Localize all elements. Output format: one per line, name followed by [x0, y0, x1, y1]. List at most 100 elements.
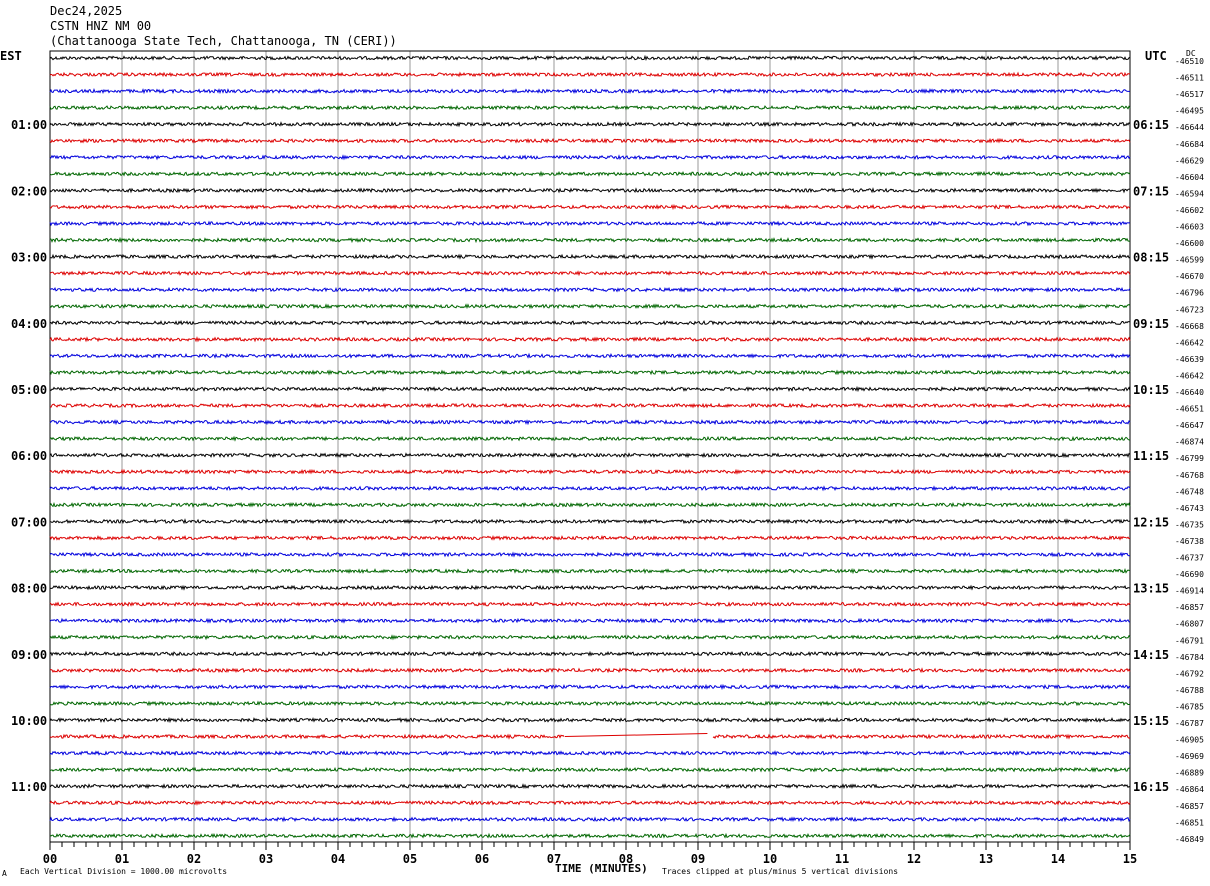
dc-offset-label: -46604 — [1175, 173, 1204, 182]
right-hour-label: 13:15 — [1133, 582, 1169, 596]
dc-offset-label: -46670 — [1175, 272, 1204, 281]
trace-line — [49, 385, 1131, 393]
trace-line — [49, 170, 1131, 177]
gap-connector-line — [564, 733, 708, 738]
dc-offset-label: -46796 — [1175, 289, 1204, 298]
trace-line — [49, 336, 1131, 343]
dc-offset-label: -46647 — [1175, 421, 1204, 430]
x-tick-label: 13 — [979, 852, 993, 866]
dc-offset-label: -46768 — [1175, 471, 1204, 480]
dc-offset-label: -46723 — [1175, 305, 1204, 314]
trace-line — [49, 799, 1131, 806]
trace-line — [49, 121, 1131, 128]
clip-note: Traces clipped at plus/minus 5 vertical … — [662, 867, 899, 876]
dc-offset-label: -46684 — [1175, 140, 1204, 149]
x-tick-label: 04 — [331, 852, 345, 866]
right-hour-label: 14:15 — [1133, 648, 1169, 662]
left-hour-label: 06:00 — [11, 449, 47, 463]
left-hour-label: 10:00 — [11, 714, 47, 728]
dc-offset-label: -46511 — [1175, 74, 1204, 83]
trace-line — [49, 203, 1131, 211]
dc-offset-label: -46651 — [1175, 405, 1204, 414]
trace-line — [50, 253, 1131, 260]
trace-line — [49, 501, 1131, 508]
trace-line — [49, 750, 1131, 757]
dc-offset-label: -46735 — [1175, 520, 1204, 529]
x-tick-label: 14 — [1051, 852, 1065, 866]
right-hour-label: 15:15 — [1133, 714, 1169, 728]
dc-offset-label: -46602 — [1175, 206, 1204, 215]
dc-offset-label: -46969 — [1175, 752, 1204, 761]
trace-line — [49, 816, 1131, 823]
dc-offset-label: -46792 — [1175, 669, 1204, 678]
dc-offset-label: -46737 — [1175, 554, 1204, 563]
header-station: CSTN HNZ NM 00 — [50, 19, 152, 33]
trace-line — [49, 534, 1131, 541]
trace-line — [49, 700, 1131, 707]
left-hour-label: 04:00 — [11, 317, 47, 331]
dc-offset-label: -46594 — [1175, 189, 1204, 198]
trace-line — [49, 518, 1131, 525]
x-tick-label: 05 — [403, 852, 417, 866]
dc-offset-label: -46668 — [1175, 322, 1204, 331]
right-timezone-label: UTC — [1145, 49, 1167, 63]
trace-line — [49, 650, 1131, 657]
left-hour-label: 03:00 — [11, 251, 47, 265]
trace-line — [49, 634, 1131, 641]
trace-line — [49, 452, 1131, 459]
dc-offset-label: -46864 — [1175, 785, 1204, 794]
trace-line — [49, 303, 1131, 310]
right-hour-label: 07:15 — [1133, 184, 1169, 198]
dc-offset-label: -46510 — [1175, 57, 1204, 66]
left-hour-label: 09:00 — [11, 648, 47, 662]
trace-line — [49, 468, 1131, 475]
header-date: Dec24,2025 — [50, 4, 123, 18]
dc-offset-label: -46799 — [1175, 454, 1204, 463]
trace-line — [49, 352, 1131, 360]
trace-line — [49, 187, 1130, 194]
dc-offset-label: -46743 — [1175, 504, 1204, 513]
right-hour-label: 09:15 — [1133, 317, 1169, 331]
trace-line — [49, 154, 1131, 161]
dc-offset-label: -46914 — [1175, 587, 1204, 596]
trace-line — [49, 716, 1131, 724]
x-tick-label: 15 — [1123, 852, 1137, 866]
plot-frame — [49, 50, 1131, 843]
x-tick-label: 06 — [475, 852, 489, 866]
trace-line — [49, 137, 1131, 144]
dc-offset-label: -46690 — [1175, 570, 1204, 579]
right-hour-label: 12:15 — [1133, 515, 1169, 529]
x-tick-label: 11 — [835, 852, 849, 866]
trace-line — [49, 220, 1131, 227]
dc-offset-label: -46849 — [1175, 835, 1204, 844]
dc-offset-label: -46874 — [1175, 438, 1204, 447]
trace-line — [49, 683, 1131, 691]
left-hour-label: 02:00 — [11, 184, 47, 198]
dc-offset-label: -46629 — [1175, 156, 1204, 165]
trace-line — [49, 617, 1131, 624]
x-tick-label: 00 — [43, 852, 57, 866]
trace-line — [49, 104, 1131, 111]
trace-line — [49, 236, 1131, 244]
left-hour-label: 01:00 — [11, 118, 47, 132]
trace-line — [49, 435, 1131, 442]
dc-offset-label: -46517 — [1175, 90, 1204, 99]
left-hour-label: 08:00 — [11, 582, 47, 596]
right-hour-label: 10:15 — [1133, 383, 1169, 397]
dc-label: DC — [1186, 49, 1196, 58]
dc-offset-label: -46642 — [1175, 371, 1204, 380]
trace-line — [49, 485, 1131, 492]
trace-line — [49, 766, 1131, 773]
left-hour-label: 07:00 — [11, 515, 47, 529]
left-hour-label: 11:00 — [11, 780, 47, 794]
dc-offset-label: -46787 — [1175, 719, 1204, 728]
right-hour-label: 16:15 — [1133, 780, 1169, 794]
dc-offset-label: -46738 — [1175, 537, 1204, 546]
x-tick-label: 01 — [115, 852, 129, 866]
left-timezone-label: EST — [0, 49, 22, 63]
x-tick-label: 03 — [259, 852, 273, 866]
scale-note: Each Vertical Division = 1000.00 microvo… — [20, 867, 228, 876]
dc-offset-label: -46785 — [1175, 702, 1204, 711]
dc-offset-label: -46857 — [1175, 603, 1204, 612]
